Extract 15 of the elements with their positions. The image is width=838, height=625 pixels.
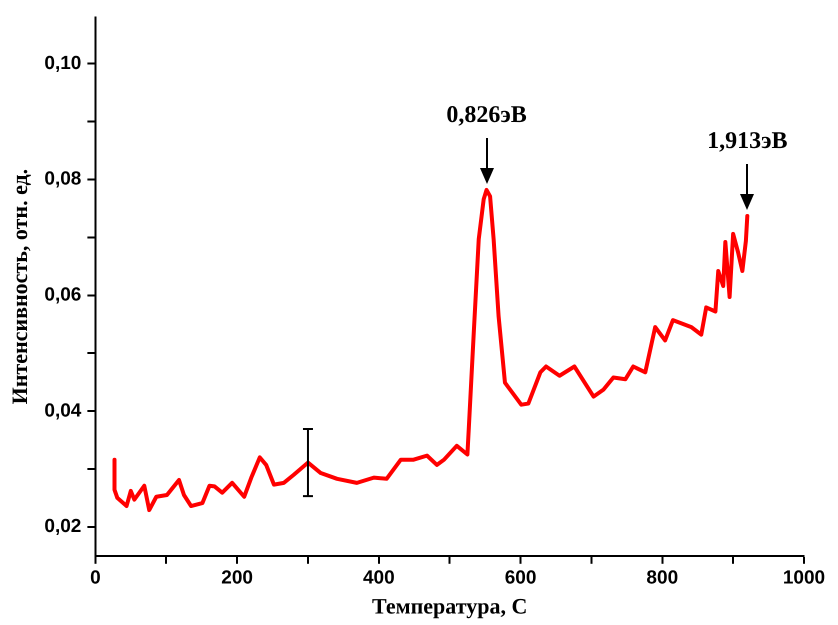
x-tick-label: 1000: [782, 567, 826, 588]
y-tick-label: 0,06: [44, 284, 82, 306]
x-axis-title: Температура, С: [372, 593, 528, 618]
x-tick-label: 600: [504, 567, 536, 588]
x-tick-label: 0: [90, 567, 101, 588]
x-tick-label: 200: [221, 567, 253, 588]
annotation: 1,913эВ: [707, 128, 788, 154]
y-tick-label: 0,10: [44, 52, 82, 74]
y-axis-title: Интенсивность, отн. ед.: [6, 168, 32, 404]
y-tick-label: 0,02: [44, 516, 82, 538]
x-tick-label: 400: [362, 567, 395, 588]
y-tick-label: 0,04: [44, 400, 82, 422]
x-tick-label: 800: [646, 567, 678, 588]
annotation: 0,826эВ: [446, 102, 527, 128]
y-tick-label: 0,08: [44, 168, 82, 190]
